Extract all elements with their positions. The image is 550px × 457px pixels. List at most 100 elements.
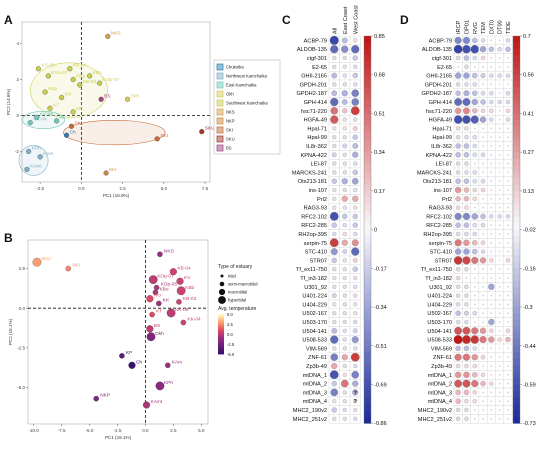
heatmap-dot (480, 73, 486, 79)
data-point (67, 66, 73, 72)
heatmap-dot (353, 416, 358, 421)
heatmap-dot (482, 136, 484, 138)
data-point (77, 82, 83, 88)
heatmap-dot (463, 152, 470, 158)
heatmap-dot (490, 127, 493, 130)
colorbar-step (364, 313, 371, 321)
data-point (146, 325, 154, 333)
heatmap-dot (342, 143, 348, 149)
point-label: KK-05 (175, 307, 189, 313)
heatmap-dot (472, 55, 477, 61)
color-legend-step (218, 332, 224, 335)
heatmap-dot (352, 222, 358, 228)
colorbar-step (364, 332, 371, 340)
heatmap-dot (480, 380, 486, 387)
heatmap-dot (498, 356, 501, 358)
colorbar-label: -0.86 (374, 421, 387, 427)
heatmap-dot (482, 321, 484, 323)
row-label: STC-410 (430, 250, 452, 256)
legend-label: Okh (226, 92, 234, 97)
heatmap-dot (474, 66, 476, 68)
color-legend-tick: 5.0 (227, 312, 233, 317)
heatmap-dot (329, 35, 339, 45)
heatmap-dot (464, 284, 469, 289)
heatmap-dot (474, 206, 476, 209)
data-point (45, 73, 51, 79)
colorbar-step (513, 339, 520, 347)
colorbar-step (513, 197, 520, 205)
colorbar-label: 0.56 (523, 73, 534, 79)
x-tick-label: -7.5 (58, 428, 66, 433)
heatmap-dot (341, 99, 348, 105)
heatmap-dot (342, 267, 347, 272)
heatmap-dot (488, 336, 495, 343)
point-label: KK (163, 297, 170, 303)
heatmap-dot (498, 57, 501, 59)
heatmap-dot (498, 400, 501, 402)
data-point (176, 299, 182, 305)
column-label: DXT0 (489, 20, 495, 34)
legend-label: SKI (226, 128, 233, 133)
row-label: ZNF-61 (308, 355, 327, 361)
heatmap-dot (341, 37, 348, 44)
heatmap-dot (480, 213, 486, 220)
heatmap-dot (463, 248, 470, 255)
heatmap-dot (342, 328, 347, 333)
heatmap-dot (332, 143, 337, 149)
row-label: mtDNA_4 (303, 399, 327, 405)
heatmap-dot (497, 214, 502, 219)
heatmap-dot (489, 117, 494, 122)
heatmap-dot (341, 239, 348, 246)
data-point (42, 89, 48, 95)
heatmap-dot (340, 379, 349, 388)
color-legend-step (218, 340, 224, 343)
heatmap-dot (472, 240, 478, 246)
data-point (149, 311, 155, 318)
heatmap-dot (455, 248, 462, 255)
cell-mark: ? (354, 390, 358, 396)
heatmap-dot (464, 293, 469, 298)
colorbar-step (513, 87, 520, 95)
x-tick-label: -10.0 (28, 428, 39, 433)
point-label: KP (126, 350, 132, 356)
heatmap-dot (482, 294, 484, 297)
row-label: IL8r-362 (431, 144, 452, 150)
heatmap-dot (342, 82, 347, 87)
color-legend-step (218, 346, 224, 348)
heatmap-dot (331, 293, 337, 298)
heatmap-dot (490, 224, 493, 226)
heatmap-dot (342, 407, 347, 413)
colorbar-step (364, 126, 371, 134)
heatmap-dot (342, 64, 347, 69)
heatmap-dot (479, 327, 487, 334)
heatmap-dot (455, 371, 462, 378)
color-legend-step (218, 335, 224, 338)
data-point (98, 96, 104, 102)
heatmap-dot (480, 355, 486, 360)
heatmap-dot (497, 99, 502, 105)
heatmap-dot (331, 222, 337, 228)
heatmap-dot (498, 92, 501, 94)
legend-swatch (216, 72, 224, 80)
heatmap-dot (498, 118, 501, 121)
data-point (146, 295, 154, 303)
heatmap-dot (474, 162, 476, 165)
heatmap-dot (472, 82, 477, 87)
color-legend-step (218, 338, 224, 340)
heatmap-dot (332, 302, 337, 307)
data-point (96, 80, 103, 86)
row-label: U301_92 (429, 285, 452, 291)
heatmap-dot (498, 268, 501, 270)
row-label: E2-65 (312, 65, 327, 71)
point-label: Ch (136, 359, 142, 365)
data-point (152, 289, 159, 296)
heatmap-dot (464, 161, 469, 166)
heatmap-dot (456, 82, 461, 87)
heatmap-dot (353, 275, 358, 281)
row-label: GPDH2-187 (422, 91, 452, 97)
heatmap-dot (342, 170, 347, 175)
heatmap-dot (489, 99, 494, 105)
colorbar-step (513, 113, 520, 121)
heatmap-dot (341, 45, 349, 53)
heatmap-dot (488, 318, 495, 326)
